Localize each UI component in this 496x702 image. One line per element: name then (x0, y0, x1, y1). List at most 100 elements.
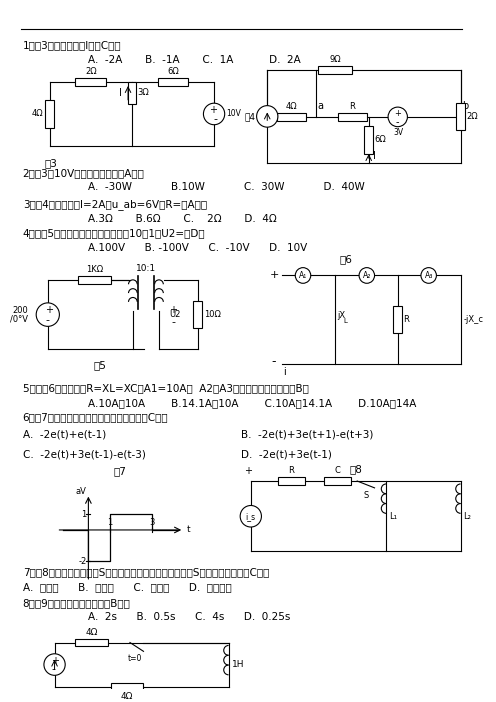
Text: R: R (349, 102, 355, 111)
Text: A.3Ω       B.6Ω       C.    2Ω       D.  4Ω: A.3Ω B.6Ω C. 2Ω D. 4Ω (88, 214, 277, 224)
Text: 图3: 图3 (45, 158, 58, 168)
Text: 图8: 图8 (349, 465, 362, 475)
Circle shape (256, 105, 278, 127)
Bar (111, 682, 143, 691)
Bar (278, 477, 305, 485)
Text: i̇: i̇ (284, 367, 286, 378)
Text: A₂: A₂ (363, 271, 371, 280)
Bar (324, 477, 351, 485)
Text: 10V: 10V (227, 110, 242, 119)
Text: -: - (272, 355, 276, 368)
Text: t: t (186, 526, 190, 534)
Text: 1: 1 (81, 510, 86, 519)
Text: 3、图4所示，已知I=2A，u_ab=6V，R=（A）。: 3、图4所示，已知I=2A，u_ab=6V，R=（A）。 (23, 199, 207, 210)
Text: +: + (394, 110, 401, 119)
Text: A.  -30W            B.10W            C.  30W            D.  40W: A. -30W B.10W C. 30W D. 40W (88, 183, 365, 192)
Bar (75, 639, 108, 647)
Text: 1KΩ: 1KΩ (86, 265, 103, 274)
Text: L₁: L₁ (389, 512, 397, 521)
Text: 4Ω: 4Ω (286, 102, 297, 111)
Text: 图4: 图4 (245, 112, 255, 121)
Text: A.10A，10A        B.14.1A，10A        C.10A，14.1A        D.10A，14A: A.10A，10A B.14.1A，10A C.10A，14.1A D.10A，… (88, 398, 417, 408)
Text: /0°V: /0°V (10, 314, 28, 323)
Text: a: a (317, 101, 323, 111)
Text: +: + (45, 305, 53, 314)
Bar (45, 100, 54, 128)
Text: 4Ω: 4Ω (121, 692, 133, 701)
Text: 图7: 图7 (114, 466, 127, 477)
Circle shape (203, 103, 225, 125)
Bar (277, 113, 306, 121)
Circle shape (388, 107, 407, 126)
Bar (78, 277, 111, 284)
Bar (365, 126, 373, 154)
Circle shape (359, 267, 374, 284)
Text: 200: 200 (13, 306, 28, 315)
Text: 7、图8所示电路中，开关S断开时，电路呈电阵性。初开关S闭合时，电路呈（C）。: 7、图8所示电路中，开关S断开时，电路呈电阵性。初开关S闭合时，电路呈（C）。 (23, 567, 269, 577)
Text: 3Ω: 3Ω (138, 88, 149, 98)
Text: S: S (363, 491, 369, 500)
Circle shape (295, 267, 310, 284)
Circle shape (240, 505, 261, 527)
Text: 3V: 3V (394, 128, 404, 137)
Bar (318, 66, 352, 74)
Text: 1H: 1H (233, 660, 245, 669)
Text: 2Ω: 2Ω (466, 112, 478, 121)
Bar (158, 78, 188, 86)
Circle shape (44, 654, 65, 675)
Text: +: + (269, 270, 279, 281)
Text: 6、图7所示电压波形可用阶跃函数表示为（C）。: 6、图7所示电压波形可用阶跃函数表示为（C）。 (23, 413, 168, 423)
Text: I: I (120, 88, 122, 98)
Text: A₁: A₁ (299, 271, 307, 280)
Text: -jX_c: -jX_c (463, 315, 484, 324)
Text: 2Ω: 2Ω (85, 67, 97, 76)
Text: 10:1: 10:1 (136, 263, 156, 272)
Text: I: I (372, 151, 375, 161)
Text: 图5: 图5 (94, 361, 107, 371)
Text: -: - (46, 315, 50, 326)
Text: 1: 1 (107, 518, 112, 527)
Text: t=0: t=0 (127, 654, 142, 663)
Text: 8、图9示电路的时间常数为（B）。: 8、图9示电路的时间常数为（B）。 (23, 599, 130, 609)
Text: 6Ω: 6Ω (374, 135, 386, 145)
Text: R: R (404, 315, 409, 324)
Text: B.  -2e(t)+3e(t+1)-e(t+3): B. -2e(t)+3e(t+1)-e(t+3) (241, 429, 373, 439)
Text: D.  -2e(t)+3e(t-1): D. -2e(t)+3e(t-1) (241, 450, 332, 460)
Text: -2: -2 (78, 557, 86, 566)
Text: A.  2s      B.  0.5s      C.  4s      D.  0.25s: A. 2s B. 0.5s C. 4s D. 0.25s (88, 612, 291, 622)
Text: 5、如图6所示，已知R=XL=XC，A1=10A，  A2，A3电流表的读数分别为（B）: 5、如图6所示，已知R=XL=XC，A1=10A， A2，A3电流表的读数分别为… (23, 383, 309, 393)
Text: 2、图3中10V电压源的功率是（A）。: 2、图3中10V电压源的功率是（A）。 (23, 168, 144, 178)
Text: A₃: A₃ (425, 271, 433, 280)
Text: R: R (289, 466, 294, 475)
Text: 10Ω: 10Ω (204, 310, 221, 319)
Text: A.100V      B. -100V      C.  -10V      D.  10V: A.100V B. -100V C. -10V D. 10V (88, 243, 308, 253)
Text: U2: U2 (170, 310, 181, 319)
Text: +: + (209, 105, 217, 115)
Bar (127, 82, 136, 104)
Text: 4Ω: 4Ω (32, 110, 44, 119)
Text: +: + (244, 466, 252, 476)
Text: jX: jX (337, 311, 345, 320)
Text: i_s: i_s (246, 512, 256, 521)
Bar (75, 78, 106, 86)
Text: A.  电阵性      B.  电感性      C.  电容性      D.  谐振状态: A. 电阵性 B. 电感性 C. 电容性 D. 谐振状态 (23, 582, 232, 592)
Text: -: - (213, 114, 217, 124)
Circle shape (421, 267, 436, 284)
Bar (193, 301, 202, 329)
Text: A.  -2e(t)+e(t-1): A. -2e(t)+e(t-1) (23, 429, 106, 439)
Bar (456, 102, 465, 130)
Text: b: b (462, 101, 469, 111)
Text: L: L (344, 319, 348, 324)
Text: aV: aV (75, 487, 86, 496)
Text: +: + (170, 305, 178, 314)
Text: 4Ω: 4Ω (85, 628, 98, 637)
Text: -: - (172, 317, 176, 327)
Text: L₂: L₂ (463, 512, 471, 521)
Text: -: - (52, 665, 56, 675)
Bar (393, 306, 402, 333)
Text: C.  -2e(t)+3e(t-1)-e(t-3): C. -2e(t)+3e(t-1)-e(t-3) (23, 450, 145, 460)
Text: 图6: 图6 (340, 254, 353, 264)
Circle shape (36, 303, 60, 326)
Text: +: + (51, 656, 59, 665)
Text: -: - (395, 117, 398, 127)
